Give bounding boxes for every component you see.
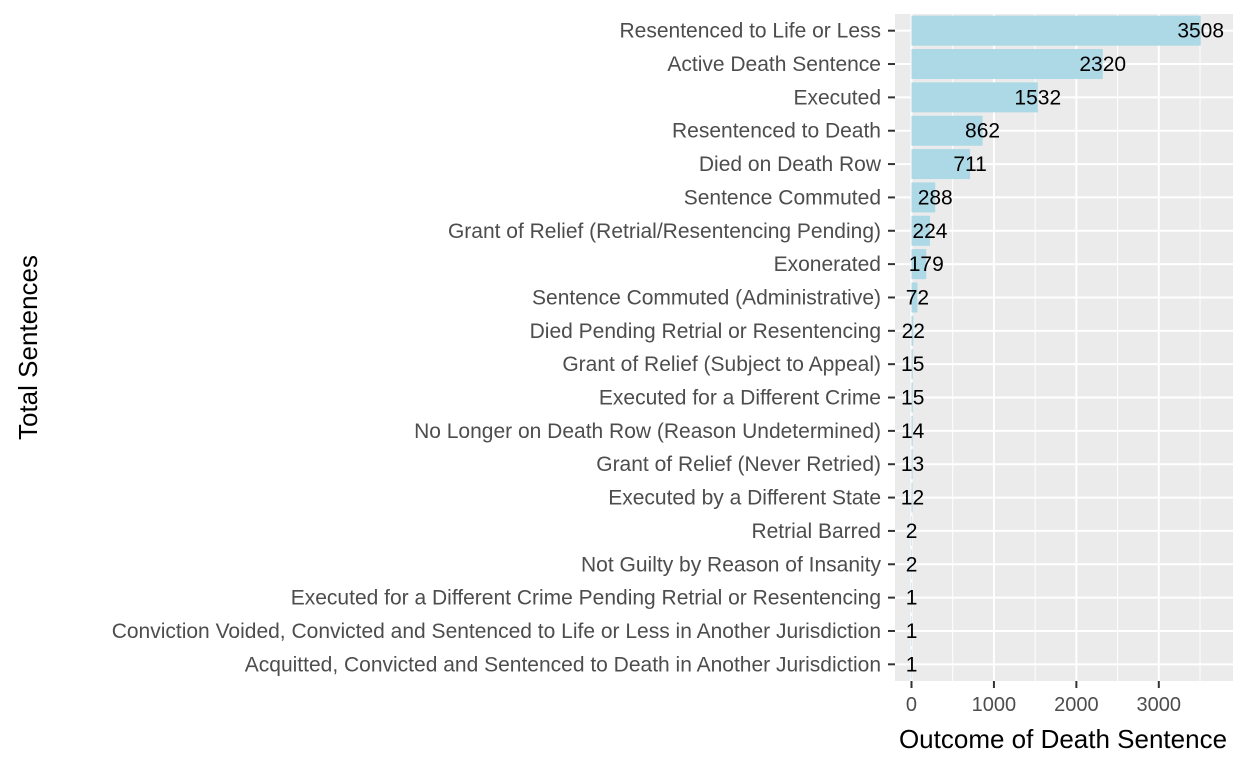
data-label: 15	[901, 387, 924, 410]
y-tick-label: Died Pending Retrial or Resentencing	[530, 320, 881, 343]
y-tick-label: Retrial Barred	[751, 520, 881, 543]
data-label: 288	[918, 186, 953, 209]
bar	[911, 249, 927, 280]
y-tick-label: Resentenced to Life or Less	[620, 20, 882, 43]
data-label: 3508	[1177, 20, 1224, 43]
y-tick-label: Executed for a Different Crime Pending R…	[291, 587, 881, 610]
data-labels: 3508232015328627112882241797222151514131…	[901, 20, 1224, 677]
data-label: 2	[906, 553, 918, 576]
bar	[911, 15, 1201, 46]
data-label: 1	[906, 620, 918, 643]
bar	[911, 549, 912, 580]
data-label: 711	[953, 153, 986, 176]
y-axis-title: Total Sentences	[13, 255, 43, 440]
bar	[911, 515, 912, 546]
plot-panel	[895, 14, 1233, 681]
bar	[911, 382, 913, 413]
x-tick-label: 3000	[1137, 694, 1182, 716]
bar	[911, 149, 971, 180]
data-label: 1532	[1014, 86, 1061, 109]
y-tick-label: Executed	[793, 86, 881, 109]
bar	[911, 649, 912, 680]
x-tick-label: 1000	[972, 694, 1017, 716]
y-tick-label: Resentenced to Death	[672, 120, 881, 143]
bar	[911, 215, 930, 246]
data-label: 13	[901, 453, 924, 476]
bar	[911, 182, 936, 213]
y-tick-label: Died on Death Row	[699, 153, 882, 176]
y-tick-label: Grant of Relief (Retrial/Resentencing Pe…	[448, 220, 881, 243]
data-label: 224	[912, 220, 947, 243]
data-label: 1	[906, 587, 918, 610]
bar	[911, 615, 912, 646]
bar	[911, 349, 913, 380]
y-tick-label: Executed by a Different State	[608, 487, 881, 510]
y-tick-label: No Longer on Death Row (Reason Undetermi…	[414, 420, 881, 443]
x-axis-title: Outcome of Death Sentence	[899, 724, 1227, 754]
y-axis-ticks: Resentenced to Life or Less Active Death …	[112, 20, 895, 676]
bar	[911, 415, 913, 446]
y-tick-label: Grant of Relief (Subject to Appeal)	[562, 353, 881, 376]
y-tick-label: Sentence Commuted	[684, 186, 881, 209]
bar	[911, 282, 918, 313]
data-label: 2	[906, 520, 918, 543]
data-label: 72	[906, 286, 929, 309]
x-axis-ticks: 0 1000 2000 3000	[906, 681, 1181, 716]
data-label: 15	[901, 353, 924, 376]
data-label: 1	[906, 653, 918, 676]
x-tick-label: 0	[906, 694, 917, 716]
data-label: 2320	[1079, 53, 1126, 76]
bar	[911, 115, 983, 146]
data-label: 862	[965, 120, 1000, 143]
data-label: 14	[901, 420, 925, 443]
y-tick-label: Active Death Sentence	[667, 53, 881, 76]
bars	[911, 15, 1201, 680]
y-tick-label: Acquitted, Convicted and Sentenced to De…	[245, 653, 881, 676]
bar	[911, 82, 1038, 113]
data-label: 179	[909, 253, 944, 276]
y-tick-label: Conviction Voided, Convicted and Sentenc…	[112, 620, 881, 643]
grid-minor	[952, 14, 1201, 681]
y-tick-label: Exonerated	[774, 253, 881, 276]
x-tick-label: 2000	[1054, 694, 1099, 716]
bar	[911, 49, 1103, 80]
y-tick-label: Executed for a Different Crime	[599, 387, 881, 410]
bar	[911, 482, 913, 513]
bar	[911, 449, 913, 480]
bar	[911, 582, 912, 613]
bar	[911, 315, 914, 346]
y-tick-label: Sentence Commuted (Administrative)	[532, 286, 881, 309]
y-tick-label: Not Guilty by Reason of Insanity	[581, 553, 881, 576]
y-tick-label: Grant of Relief (Never Retried)	[596, 453, 881, 476]
data-label: 12	[901, 487, 924, 510]
data-label: 22	[902, 320, 925, 343]
